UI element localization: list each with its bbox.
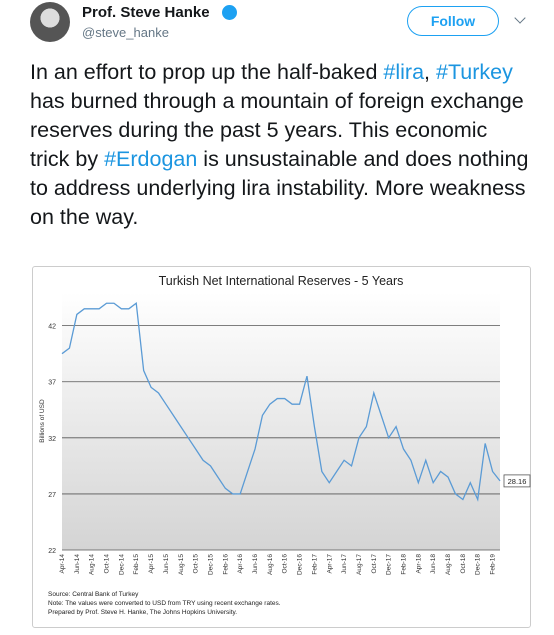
verified-badge — [222, 5, 237, 20]
data-line — [61, 302, 501, 502]
y-tick-label: 22 — [48, 548, 56, 555]
x-tick-label: Dec-18 — [475, 554, 482, 575]
x-tick-label: Aug-14 — [89, 554, 96, 575]
text-span: has burned through a mountain of foreign… — [30, 89, 524, 171]
plot-area — [62, 292, 500, 550]
chart-card — [32, 266, 531, 628]
y-tick-label: 42 — [48, 324, 56, 331]
tweet-text: In an effort to prop up the half-baked #… — [30, 58, 530, 232]
x-tick-label: Oct-18 — [460, 554, 467, 574]
y-tick-label: 32 — [48, 436, 56, 443]
chart-note: Prepared by Prof. Steve H. Hanke, The Jo… — [48, 609, 237, 616]
follow-button[interactable]: Follow — [407, 6, 499, 36]
text-span: In an effort to prop up the half-baked — [30, 60, 384, 84]
avatar[interactable] — [30, 2, 70, 42]
hashtag[interactable]: #Turkey — [436, 60, 513, 84]
hashtag[interactable]: #Erdogan — [104, 147, 198, 171]
user-handle[interactable]: @steve_hanke — [82, 25, 169, 40]
x-tick-label: Aug-15 — [178, 554, 185, 575]
x-tick-label: Feb-15 — [133, 554, 140, 575]
x-tick-label: Apr-18 — [415, 554, 422, 574]
x-tick-label: Apr-17 — [326, 554, 333, 574]
text-span: is unsustainable and does nothing to add… — [30, 147, 529, 229]
y-tick-label: 37 — [48, 380, 56, 387]
x-tick-label: Dec-15 — [207, 554, 214, 575]
x-tick-label: Jun-17 — [341, 554, 348, 574]
chart-note: Source: Central Bank of Turkey — [48, 591, 139, 598]
x-tick-label: Apr-14 — [59, 554, 66, 574]
text-span: , — [424, 60, 436, 84]
x-tick-label: Jun-16 — [252, 554, 259, 574]
x-tick-label: Aug-18 — [445, 554, 452, 575]
x-tick-label: Feb-18 — [400, 554, 407, 575]
user-name[interactable]: Prof. Steve Hanke — [82, 4, 210, 21]
x-tick-label: Apr-16 — [237, 554, 244, 574]
last-value-box — [503, 474, 531, 488]
x-tick-label: Feb-17 — [311, 554, 318, 575]
x-tick-label: Oct-14 — [104, 554, 111, 574]
x-tick-label: Apr-15 — [148, 554, 155, 574]
x-tick-label: Dec-14 — [118, 554, 125, 575]
chart-note: Note: The values were converted to USD f… — [48, 600, 281, 607]
hashtag[interactable]: #lira — [383, 60, 425, 84]
x-tick-label: Oct-17 — [371, 554, 378, 574]
y-tick-label: 27 — [48, 492, 56, 499]
x-tick-label: Dec-16 — [297, 554, 304, 575]
chart-title: Turkish Net International Reserves - 5 Y… — [159, 274, 404, 288]
x-tick-label: Jun-15 — [163, 554, 170, 574]
x-tick-label: Oct-15 — [193, 554, 200, 574]
x-tick-label: Aug-17 — [356, 554, 363, 575]
x-tick-label: Jun-18 — [430, 554, 437, 574]
x-tick-label: Jun-14 — [74, 554, 81, 574]
x-tick-label: Oct-16 — [282, 554, 289, 574]
x-tick-label: Feb-19 — [490, 554, 497, 575]
x-tick-label: Dec-17 — [386, 554, 393, 575]
y-axis-label: Billions of USD — [39, 399, 46, 443]
x-tick-label: Aug-16 — [267, 554, 274, 575]
x-tick-label: Feb-16 — [222, 554, 229, 575]
last-value-label: 28.16 — [508, 477, 527, 486]
